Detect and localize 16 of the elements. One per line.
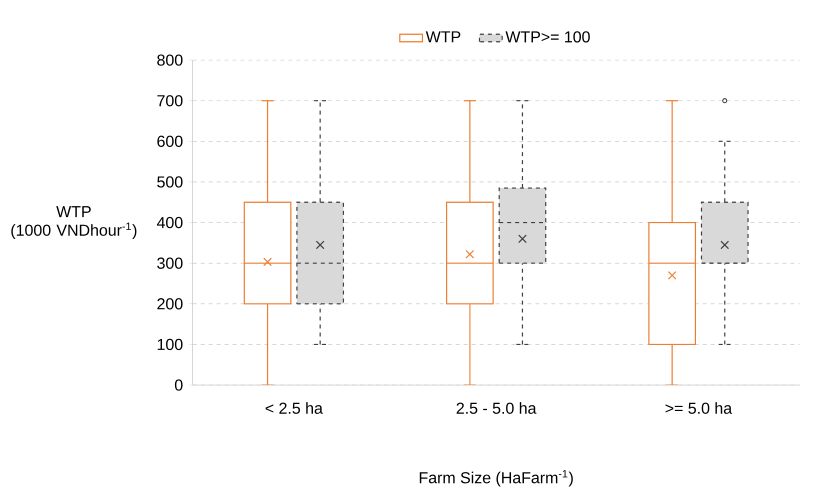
y-tick-label: 0 <box>174 379 183 391</box>
y-tick-label: 200 <box>157 298 183 310</box>
y-tick-label: 300 <box>157 257 183 269</box>
y-axis-title: WTP (1000 VNDhour$^{-1}$) <box>11 206 136 239</box>
x-axis-title: Farm Size (HaFarm$^{-1}$) <box>420 470 573 486</box>
x-tick-label: < 2.5 ha <box>266 402 323 414</box>
y-tick-label: 400 <box>156 216 183 228</box>
y-tick-label: 600 <box>157 136 183 147</box>
x-tick-label: 2.5 - 5.0 ha <box>456 402 536 414</box>
y-tick-label: 100 <box>158 338 183 350</box>
y-tick-label: 800 <box>157 54 183 66</box>
legend-label: WTP>= 100 <box>505 31 590 42</box>
y-tick-label: 700 <box>157 95 183 106</box>
legend-label: WTP <box>426 31 460 42</box>
x-tick-label: >= 5.0 ha <box>666 402 732 414</box>
y-tick-label: 500 <box>157 176 183 188</box>
